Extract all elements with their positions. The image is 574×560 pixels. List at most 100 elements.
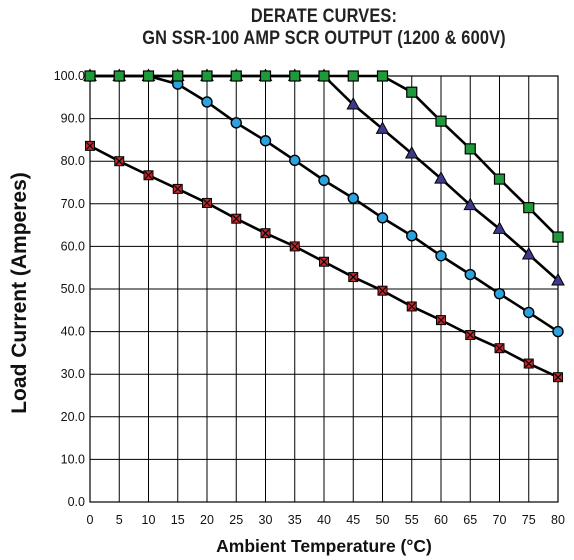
- data-point-cross: [554, 373, 562, 382]
- data-point: [406, 301, 417, 312]
- data-point: [406, 230, 418, 242]
- data-point: [551, 272, 565, 286]
- data-point-cross: [86, 141, 94, 150]
- data-point: [346, 96, 361, 110]
- data-point: [259, 135, 272, 147]
- data-point-cross: [203, 199, 211, 207]
- data-point-cross: [320, 257, 328, 266]
- y-tick-label: 40.0: [61, 325, 85, 339]
- data-point-cross: [290, 242, 299, 251]
- data-point: [143, 170, 154, 181]
- data-point: [493, 173, 506, 185]
- y-axis-label: Load Current (Amperes): [8, 172, 31, 414]
- data-point: [85, 140, 95, 151]
- x-tick-label: 60: [434, 513, 448, 527]
- data-point-cross: [349, 273, 358, 281]
- data-point: [376, 70, 389, 82]
- data-point: [259, 70, 272, 82]
- data-point: [523, 358, 534, 369]
- data-point: [289, 70, 301, 82]
- x-tick-label: 25: [229, 513, 243, 527]
- data-point: [230, 70, 242, 82]
- x-tick-label: 20: [200, 513, 214, 527]
- x-tick-label: 75: [522, 513, 536, 527]
- y-tick-label: 70.0: [61, 197, 85, 211]
- data-point: [347, 192, 359, 204]
- data-point-cross: [524, 359, 533, 368]
- data-point: [493, 287, 506, 300]
- data-point: [552, 231, 564, 243]
- series-layer: [83, 68, 565, 383]
- data-point: [434, 171, 448, 184]
- data-point: [553, 372, 563, 383]
- y-tick-label: 0.0: [68, 495, 85, 509]
- chart-title: DERATE CURVES:: [250, 6, 398, 27]
- data-point: [406, 86, 418, 98]
- data-point-cross: [173, 185, 182, 193]
- data-point: [521, 246, 536, 260]
- x-tick-label: 35: [288, 513, 302, 527]
- data-point: [435, 250, 447, 262]
- data-point: [492, 221, 507, 234]
- data-point-cross: [144, 171, 153, 180]
- x-tick-label: 55: [405, 513, 419, 527]
- data-point: [113, 70, 125, 82]
- data-point: [494, 343, 505, 354]
- data-point-cross: [495, 344, 504, 353]
- y-tick-label: 30.0: [61, 367, 85, 381]
- y-tick-label: 20.0: [61, 410, 85, 424]
- data-point: [230, 117, 242, 129]
- data-point: [172, 183, 183, 194]
- tick-labels: 0 5 10 15 20 25 30 35 40 45 50 55 60 65 70 75 80 0.0 10.0 2…: [54, 69, 565, 527]
- x-tick-label: 45: [346, 513, 360, 527]
- data-point: [436, 315, 446, 326]
- data-point-cross: [466, 331, 475, 339]
- data-point: [201, 70, 213, 82]
- data-point: [523, 202, 535, 214]
- y-tick-label: 10.0: [61, 452, 85, 466]
- data-point-cross: [232, 214, 241, 223]
- data-point: [464, 268, 476, 281]
- x-tick-label: 15: [171, 513, 185, 527]
- grid-lines: [89, 75, 559, 503]
- data-point: [318, 70, 330, 82]
- x-tick-label: 0: [87, 513, 94, 527]
- data-point: [172, 70, 184, 82]
- x-tick-label: 30: [259, 513, 273, 527]
- data-point: [464, 143, 476, 155]
- chart-subtitle: GN SSR-100 AMP SCR OUTPUT (1200 & 600V): [142, 28, 506, 49]
- series-x-square: [85, 140, 563, 383]
- y-tick-label: 100.0: [54, 69, 85, 83]
- data-point: [465, 330, 476, 341]
- data-point: [114, 156, 125, 167]
- data-point: [318, 174, 330, 187]
- data-point: [375, 121, 390, 134]
- data-point: [523, 306, 535, 319]
- y-tick-label: 50.0: [61, 282, 85, 296]
- series-square: [84, 70, 564, 243]
- data-point: [377, 285, 388, 296]
- x-tick-label: 70: [493, 513, 507, 527]
- data-point: [142, 70, 155, 82]
- data-point: [552, 325, 564, 338]
- data-point: [435, 115, 447, 127]
- data-point: [202, 197, 212, 208]
- data-point: [319, 256, 329, 267]
- data-point-cross: [115, 157, 124, 166]
- x-tick-label: 10: [142, 513, 156, 527]
- x-tick-label: 40: [317, 513, 331, 527]
- y-tick-label: 90.0: [61, 112, 85, 126]
- x-tick-label: 80: [551, 513, 565, 527]
- x-axis-label: Ambient Temperature (°C): [216, 536, 432, 556]
- data-point: [289, 154, 301, 167]
- data-point: [347, 70, 359, 82]
- data-point-cross: [437, 316, 445, 324]
- data-point: [463, 197, 478, 211]
- data-point: [404, 145, 419, 159]
- data-point: [231, 213, 242, 224]
- data-point: [376, 212, 389, 224]
- x-tick-label: 65: [463, 513, 477, 527]
- data-point-cross: [378, 286, 387, 295]
- x-tick-label: 5: [116, 513, 123, 527]
